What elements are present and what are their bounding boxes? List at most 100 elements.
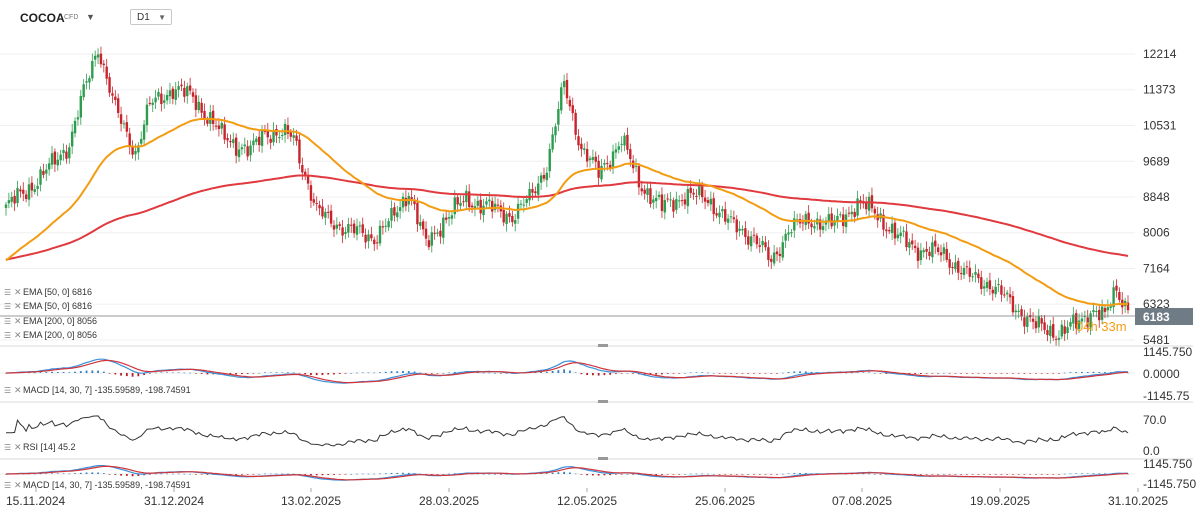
settings-icon[interactable]: ☰ <box>4 331 12 340</box>
macd-histogram-bar <box>793 371 796 373</box>
candle-body <box>997 283 1000 286</box>
macd-histogram-bar <box>1046 474 1049 475</box>
candle-body <box>703 197 707 202</box>
candle-body <box>1126 302 1130 311</box>
macd-histogram-bar <box>684 372 686 374</box>
candle-body <box>807 212 810 224</box>
close-icon[interactable]: ✕ <box>14 301 22 311</box>
candle-body <box>885 229 888 232</box>
candle-body <box>295 135 298 141</box>
macd-histogram-bar <box>776 474 778 475</box>
candle-body <box>729 216 733 218</box>
symbol-dropdown-icon[interactable]: ▼ <box>86 12 95 22</box>
macd-histogram-bar <box>407 371 410 373</box>
settings-icon[interactable]: ☰ <box>4 302 12 311</box>
settings-icon[interactable]: ☰ <box>4 317 12 326</box>
legend-macd[interactable]: ☰ ✕MACD [14, 30, 7] -135.59589, -198.7459… <box>4 384 191 396</box>
macd-histogram-bar <box>39 473 42 475</box>
macd-histogram-bar <box>787 371 790 373</box>
candle-body <box>82 84 85 98</box>
settings-icon[interactable]: ☰ <box>4 481 12 490</box>
macd-histogram-bar <box>51 371 53 373</box>
legend-rsi[interactable]: ☰ ✕RSI [14] 45.2 <box>4 441 76 453</box>
macd-histogram-bar <box>781 473 784 475</box>
macd-histogram-bar <box>620 373 623 374</box>
candle-body <box>289 132 293 137</box>
candle-body <box>33 189 36 192</box>
macd-histogram-bar <box>885 373 888 374</box>
candle-body <box>672 200 675 212</box>
macd-histogram-bar <box>1109 372 1112 373</box>
macd-histogram-bar <box>1127 372 1129 374</box>
macd-histogram-bar <box>586 373 589 376</box>
instrument-type-label: CFD <box>64 14 79 21</box>
candle-body <box>88 78 91 83</box>
macd-histogram-bar <box>442 372 445 374</box>
candle-body <box>306 175 310 184</box>
ema50-line <box>5 117 1129 307</box>
candle-body <box>479 199 482 214</box>
candle-body <box>519 203 523 205</box>
candle-body <box>890 223 894 234</box>
candle-body <box>1075 313 1078 329</box>
candle-body <box>1118 292 1121 300</box>
settings-icon[interactable]: ☰ <box>4 443 12 452</box>
macd-histogram-bar <box>695 473 698 475</box>
candle-body <box>398 207 402 212</box>
legend-ema200-b[interactable]: ☰ ✕EMA [200, 0] 8056 <box>4 329 97 341</box>
pane-resize-handle[interactable] <box>598 344 608 347</box>
close-icon[interactable]: ✕ <box>14 385 22 395</box>
symbol-name[interactable]: COCOA <box>20 11 65 25</box>
macd-histogram-bar <box>79 472 82 474</box>
candle-body <box>493 203 497 210</box>
candle-body <box>243 144 246 147</box>
candle-body <box>735 219 738 233</box>
legend-ema50-a[interactable]: ☰ ✕EMA [50, 0] 6816 <box>4 286 92 298</box>
close-icon[interactable]: ✕ <box>14 330 22 340</box>
legend-ema50-b[interactable]: ☰ ✕EMA [50, 0] 6816 <box>4 300 92 312</box>
candle-body <box>1011 296 1015 313</box>
close-icon[interactable]: ✕ <box>14 442 22 452</box>
macd-histogram-bar <box>965 474 968 475</box>
macd-histogram-bar <box>1012 474 1014 475</box>
macd-histogram-bar <box>925 474 928 475</box>
candle-body <box>652 199 655 203</box>
candle-body <box>508 213 511 217</box>
macd-histogram-bar <box>735 373 738 374</box>
macd-histogram-bar <box>551 472 554 474</box>
macd-histogram-bar <box>741 373 744 374</box>
legend-ema200-a[interactable]: ☰ ✕EMA [200, 0] 8056 <box>4 315 97 327</box>
pane-resize-handle[interactable] <box>598 400 608 403</box>
candle-body <box>985 281 989 288</box>
macd-histogram-bar <box>735 474 738 475</box>
candle-body <box>560 87 563 111</box>
macd-histogram-bar <box>603 373 606 376</box>
candle-body <box>1014 310 1017 313</box>
close-icon[interactable]: ✕ <box>14 316 22 326</box>
close-icon[interactable]: ✕ <box>14 287 22 297</box>
macd-histogram-bar <box>321 474 324 476</box>
candle-body <box>758 245 761 247</box>
candle-body <box>1031 318 1035 322</box>
settings-icon[interactable]: ☰ <box>4 288 12 297</box>
legend-text: EMA [50, 0] 6816 <box>23 287 93 297</box>
candle-body <box>1052 324 1055 338</box>
candle-body <box>502 209 505 223</box>
candle-body <box>896 234 900 239</box>
macd-histogram-bar <box>287 372 289 373</box>
macd-histogram-bar <box>39 372 42 373</box>
timeframe-select[interactable]: D1 ▼ <box>130 9 172 25</box>
macd-histogram-bar <box>1086 372 1089 373</box>
pane-resize-handle[interactable] <box>598 457 608 460</box>
macd-histogram-bar <box>597 373 600 376</box>
close-icon[interactable]: ✕ <box>14 480 22 490</box>
candle-body <box>1057 337 1061 340</box>
legend-macd-2[interactable]: ☰ ✕MACD [14, 30, 7] -135.59589, -198.7459… <box>4 479 191 491</box>
macd-histogram-bar <box>1104 372 1106 373</box>
macd-histogram-bar <box>177 372 180 374</box>
settings-icon[interactable]: ☰ <box>4 386 12 395</box>
macd-histogram-bar <box>361 473 364 475</box>
candle-body <box>893 222 897 239</box>
candle-body <box>859 200 862 202</box>
